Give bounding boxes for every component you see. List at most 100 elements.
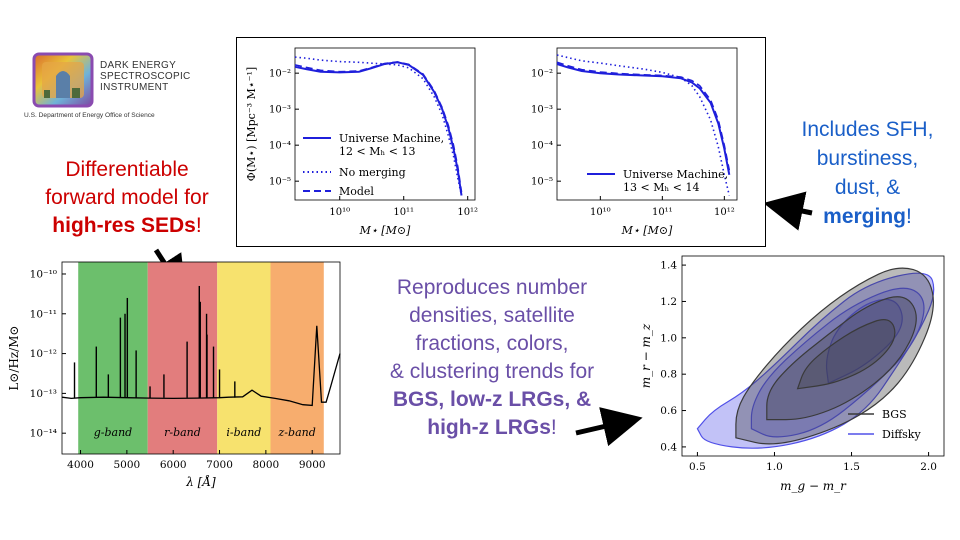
cc-ytick-label: 0.6 [660,405,677,417]
annotation-left-line-2: forward model for [45,186,209,209]
color-figure: 0.5 1.0 1.5 2.0 0.4 0.6 0.8 1.0 1.2 1.4 m_g − m_r m… [636,250,950,508]
cc-ytick-label: 0.8 [660,369,677,381]
smf-xtick-label: 10¹⁰ [329,207,350,218]
sed-chart: g-band r-band i-band z-band 4000 5000 6000 7000… [7,261,341,489]
sed-band-label: z-band [278,426,316,439]
annotation-differentiable: Differentiable forward model for high-re… [22,156,232,240]
annotation-includes-sfh: Includes SFH, burstiness, dust, & mergin… [780,115,955,231]
smf-ytick-label: 10⁻³ [531,105,553,116]
sed-axes-frame [61,261,341,455]
contour-bgs-level-0 [735,267,934,445]
logo-line-1: DARK ENERGY [100,60,177,71]
cc-axes-frame [681,255,945,457]
logo-line-2: SPECTROSCOPIC [100,71,191,82]
sed-ytick-label: 10⁻¹⁰ [30,268,57,280]
annotation-mid-line-3: fractions, colors, [415,332,569,355]
annotation-mid-line-2: densities, satellite [409,304,575,327]
smf-legend-label: No merging [339,166,406,179]
annotation-left-bold: high-res SEDs [52,214,196,237]
cc-ytick-label: 1.4 [660,260,677,272]
sed-xtick-label: 4000 [67,459,94,471]
smf-xtick-label: 10¹² [457,207,478,218]
cc-xtick-label: 2.0 [920,461,937,473]
smf-legend-label-2: 13 < Mₕ < 14 [623,181,699,194]
smf-axes-frame [556,47,738,201]
cc-xlabel: m_g − m_r [780,479,847,493]
annotation-mid-end: ! [550,416,557,439]
annotation-right-bold: merging [823,205,906,228]
smf-ytick-label: 10⁻³ [269,105,291,116]
sed-xtick-label: 6000 [160,459,187,471]
smf-series-dotted [556,54,731,196]
cc-ylabel: m_r − m_z [639,323,653,388]
color-color-chart: 0.5 1.0 1.5 2.0 0.4 0.6 0.8 1.0 1.2 1.4 m_g − m_r m… [639,255,945,493]
annotation-right-end: ! [906,205,912,228]
smf-series-solid [556,63,731,175]
sed-ylabel: L⊙/Hz/M⊙ [7,325,21,390]
annotation-left-end: ! [195,214,202,237]
annotation-left-line-1: Differentiable [65,158,189,181]
logo-line-3: INSTRUMENT [100,82,169,93]
annotation-mid-line-4: & clustering trends for [389,360,595,383]
smf-axes-frame [294,47,476,201]
smf-xtick-label: 10¹² [714,207,735,218]
sed-ytick-label: 10⁻¹⁴ [30,428,57,440]
annotation-right-line-1: Includes SFH, [801,118,934,141]
desi-logo: DARK ENERGY SPECTROSCOPIC INSTRUMENT U.S… [22,52,202,124]
smf-xtick-label: 10¹¹ [652,207,673,218]
cc-ytick-label: 1.2 [660,296,677,308]
smf-legend-label-2: 12 < Mₕ < 13 [339,145,415,158]
sed-band-label: i-band [226,426,261,439]
sed-xtick-label: 7000 [206,459,233,471]
smf-xtick-label: 10¹⁰ [590,207,611,218]
smf-series-dotted [294,56,463,196]
sed-xlabel: λ [Å] [185,474,216,489]
smf-ylabel: Φ(M⋆) [Mpc⁻³ M⋆⁻¹] [245,67,258,181]
smf-ytick-label: 10⁻² [269,69,291,80]
contour-diffsky-level-2 [825,298,903,385]
smf-ytick-label: 10⁻⁵ [531,177,553,188]
cc-xtick-label: 1.0 [766,461,783,473]
smf-ytick-label: 10⁻² [531,69,553,80]
smf-chart: 10¹⁰ 10¹¹ 10¹² 10⁻⁵ 10⁻⁴ 10⁻³ 10⁻² M⋆ [M⊙] Φ(M⋆)… [245,47,738,237]
sed-continuum [61,325,341,407]
sed-ytick-label: 10⁻¹² [30,348,57,360]
cc-legend-label: BGS [882,408,907,421]
smf-legend-label: Universe Machine, [623,168,728,181]
cc-ytick-label: 1.0 [660,332,677,344]
smf-series-dashed [294,61,463,193]
annotation-mid-bold-2: high-z LRGs [427,416,551,439]
desi-logo-icon [32,52,94,108]
sed-xtick-label: 5000 [113,459,140,471]
smf-xlabel: M⋆ [M⊙] [621,224,673,237]
sed-ytick-label: 10⁻¹¹ [30,308,57,320]
smf-ytick-label: 10⁻⁴ [531,141,553,152]
contour-diffsky-level-1 [750,287,925,438]
cc-xtick-label: 1.5 [843,461,860,473]
sed-band-label: g-band [94,426,132,439]
annotation-mid-line-1: Reproduces number [396,276,588,299]
logo-subtitle: U.S. Department of Energy Office of Scie… [24,112,155,119]
sed-xtick-label: 9000 [299,459,326,471]
smf-ytick-label: 10⁻⁴ [269,141,291,152]
sed-band-r-band [147,262,218,454]
annotation-reproduces: Reproduces number densities, satellite f… [352,274,632,442]
smf-series-dashed [556,61,731,171]
sed-band-i-band [217,262,271,454]
smf-ytick-label: 10⁻⁵ [269,177,291,188]
contour-diffsky-level-0 [696,272,935,449]
sed-band-label: r-band [164,426,201,439]
smf-xtick-label: 10¹¹ [393,207,414,218]
contour-bgs-level-2 [796,319,896,390]
cc-legend-label: Diffsky [882,428,921,441]
smf-legend-label: Model [339,185,374,198]
smf-xlabel: M⋆ [M⊙] [359,224,411,237]
sed-figure: g-band r-band i-band z-band 4000 5000 6000 7000… [0,252,345,490]
sed-ytick-label: 10⁻¹³ [30,388,57,400]
smf-legend-label: Universe Machine, [339,132,444,145]
annotation-right-line-2: burstiness, [816,147,919,170]
contour-bgs-level-1 [766,296,917,421]
annotation-mid-bold-1: BGS, low-z LRGs, & [392,388,592,411]
cc-xtick-label: 0.5 [689,461,706,473]
cc-ytick-label: 0.4 [660,441,677,453]
